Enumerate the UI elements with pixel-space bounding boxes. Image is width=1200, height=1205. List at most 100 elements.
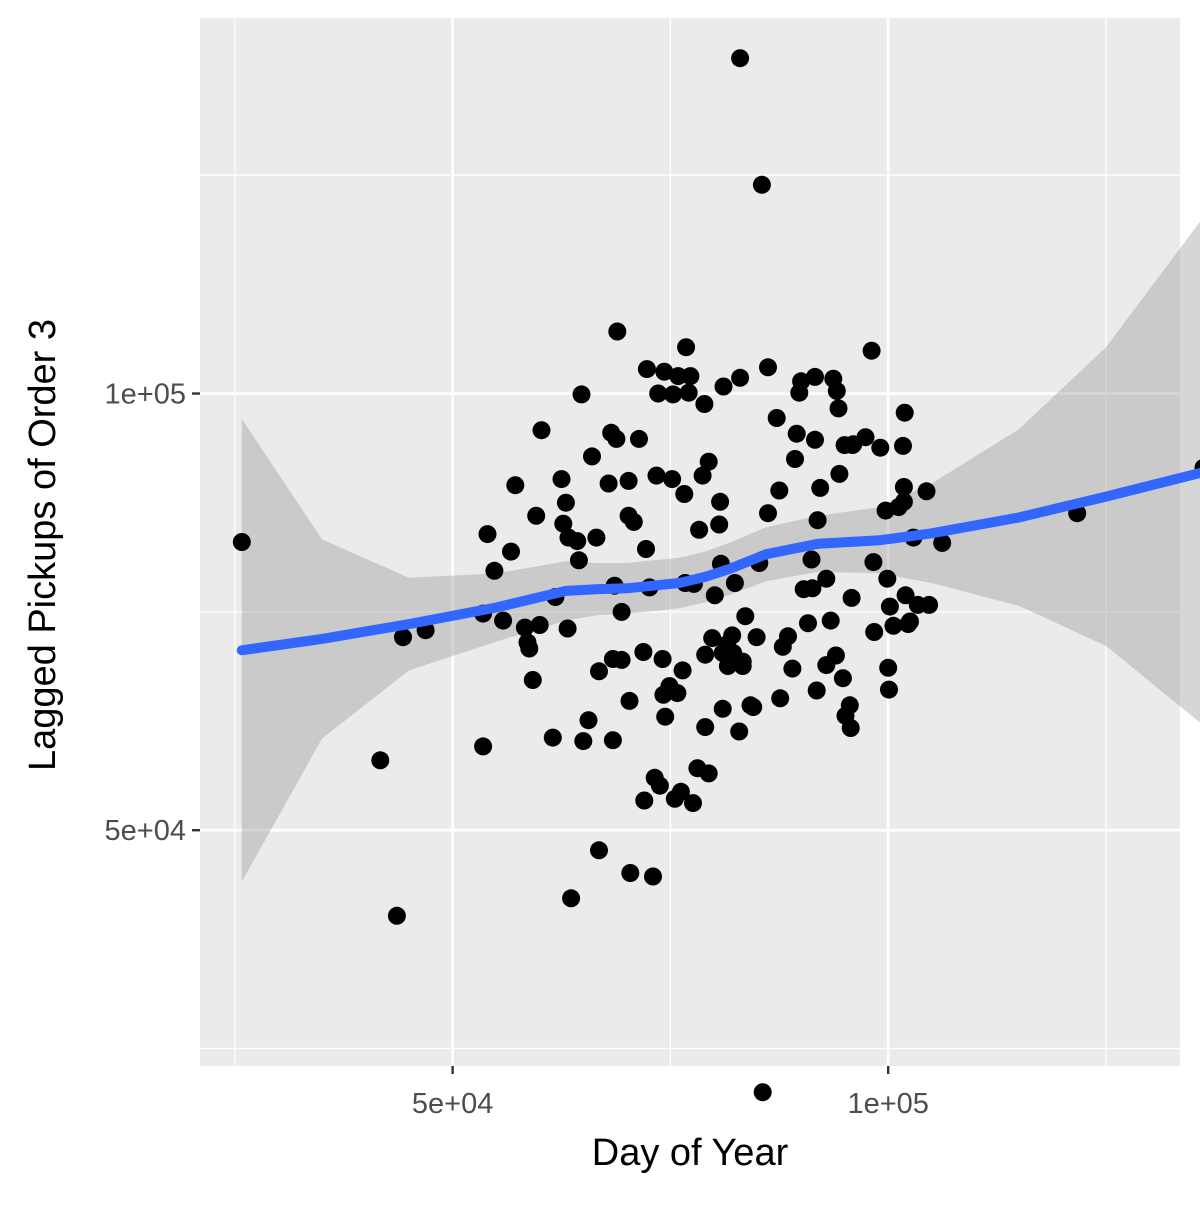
data-point [881,598,899,616]
data-point [783,660,801,678]
data-point [918,482,936,500]
data-point [637,540,655,558]
data-point [607,430,625,448]
data-point [901,613,919,631]
data-point [748,628,766,646]
data-point [675,485,693,503]
data-point [557,494,575,512]
data-point [834,669,852,687]
data-point [822,612,840,630]
data-point [695,395,713,413]
data-point [753,176,771,194]
data-point [630,430,648,448]
data-point [770,482,788,500]
data-point [896,404,914,422]
data-point [878,570,896,588]
data-point [625,513,643,531]
x-axis: 5e+04 1e+05 [412,1066,929,1120]
data-point [570,551,588,569]
data-point [690,521,708,539]
data-point [590,841,608,859]
data-point [506,476,524,494]
data-point [920,596,938,614]
data-point [710,516,728,534]
data-point [635,792,653,810]
data-point [842,719,860,737]
data-point [681,367,699,385]
data-point [485,562,503,580]
data-point [388,907,406,925]
data-point [723,626,741,644]
data-point [788,425,806,443]
data-point [808,682,826,700]
data-point [880,681,898,699]
data-point [706,586,724,604]
data-point [830,399,848,417]
y-tick-label: 1e+05 [105,379,186,411]
data-point [830,465,848,483]
data-point [527,507,545,525]
data-point [700,453,718,471]
data-point [531,616,549,634]
x-axis-title: Day of Year [592,1132,789,1174]
data-point [843,589,861,607]
data-point [634,643,652,661]
data-point [583,447,601,465]
data-point [674,661,692,679]
data-point [715,378,733,396]
data-point [734,657,752,675]
data-point [613,651,631,669]
y-tick-label: 5e+04 [105,815,186,847]
data-point [806,368,824,386]
data-point [865,623,883,641]
data-point [648,467,666,485]
data-point [879,659,897,677]
data-point [524,671,542,689]
data-point [803,551,821,569]
data-point [799,614,817,632]
data-point [600,475,618,493]
data-point [590,662,608,680]
data-point [568,532,586,550]
x-tick-label: 5e+04 [412,1088,493,1120]
data-point [894,437,912,455]
data-point [644,868,662,886]
data-point [651,777,669,795]
data-point [731,369,749,387]
data-point [479,525,497,543]
data-point [544,729,562,747]
data-point [730,723,748,741]
data-point [759,358,777,376]
data-point [668,684,686,702]
data-point [371,751,389,769]
data-point [677,338,695,356]
data-point [533,421,551,439]
data-point [696,646,714,664]
data-point [871,439,889,457]
data-point [494,612,512,630]
data-point [474,737,492,755]
data-point [711,493,729,511]
data-point [613,603,631,621]
x-tick-label: 1e+05 [847,1088,928,1120]
data-point [520,640,538,658]
data-point [731,49,749,67]
data-point [696,718,714,736]
data-point [663,470,681,488]
data-point [771,689,789,707]
data-point [559,620,577,638]
y-axis: 5e+04 1e+05 [105,379,200,848]
data-point [841,696,859,714]
data-point [573,385,591,403]
data-point [553,470,571,488]
data-point [654,650,672,668]
data-point [736,607,754,625]
data-point [621,864,639,882]
data-point [817,570,835,588]
data-point [857,428,875,446]
data-point [864,553,882,571]
data-point [580,711,598,729]
data-point [726,574,744,592]
